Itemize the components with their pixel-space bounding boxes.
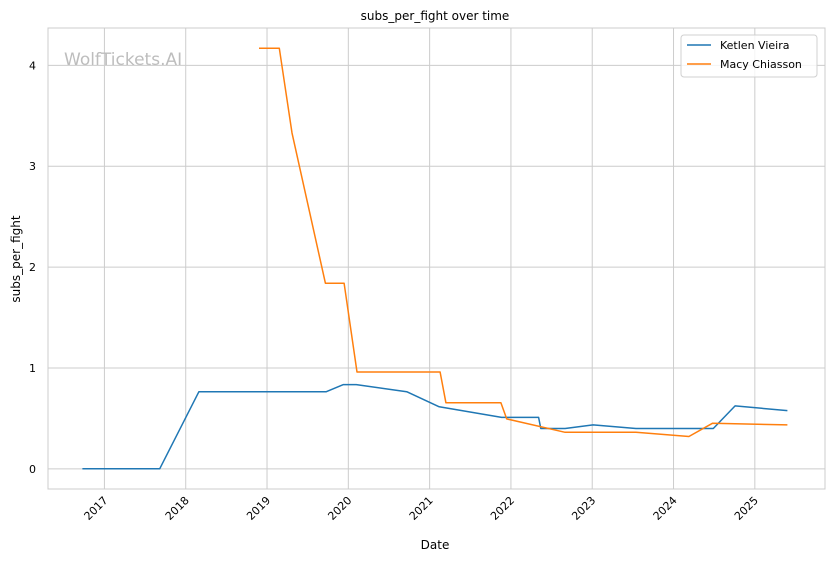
x-tick-label: 2024 xyxy=(651,494,680,523)
watermark: WolfTickets.AI xyxy=(64,50,182,70)
x-tick-label: 2017 xyxy=(82,494,111,523)
x-tick-label: 2018 xyxy=(163,494,192,523)
legend-label-ketlen-vieira: Ketlen Vieira xyxy=(720,39,789,52)
series-line-macy-chiasson xyxy=(259,47,788,438)
x-tick-label: 2021 xyxy=(407,494,436,523)
x-tick-label: 2023 xyxy=(569,494,598,523)
y-tick-label: 4 xyxy=(29,59,36,72)
chart-title: subs_per_fight over time xyxy=(361,9,510,23)
x-tick-label: 2022 xyxy=(488,494,517,523)
x-axis-label: Date xyxy=(421,538,450,552)
grid xyxy=(48,28,825,489)
legend: Ketlen Vieira Macy Chiasson xyxy=(680,34,818,78)
legend-label-macy-chiasson: Macy Chiasson xyxy=(720,58,802,71)
y-tick-label: 3 xyxy=(29,160,36,173)
y-tick-label: 0 xyxy=(29,463,36,476)
y-axis-label: subs_per_fight xyxy=(9,215,23,302)
x-tick-label: 2020 xyxy=(325,494,354,523)
legend-box xyxy=(680,34,818,78)
series-ketlen-vieira xyxy=(82,383,788,470)
series-macy-chiasson xyxy=(258,47,788,438)
x-tick-label: 2025 xyxy=(732,494,761,523)
x-tick-label: 2019 xyxy=(244,494,273,523)
y-tick-label: 2 xyxy=(29,261,36,274)
series-line-ketlen-vieira xyxy=(82,383,788,470)
plot-frame xyxy=(47,27,826,490)
y-tick-label: 1 xyxy=(29,362,36,375)
